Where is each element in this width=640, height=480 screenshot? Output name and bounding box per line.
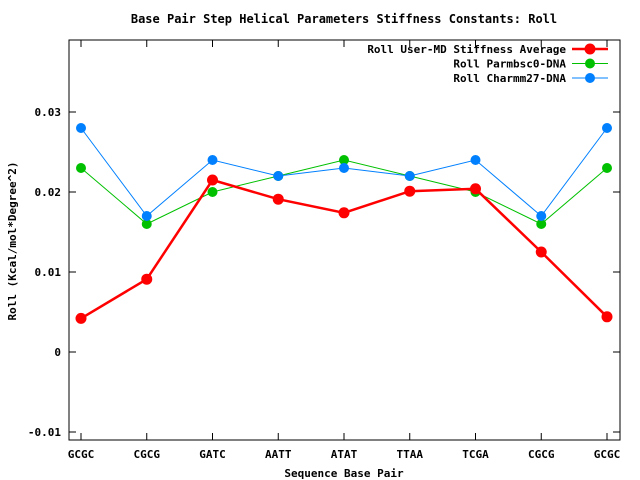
x-tick-label: GATC	[199, 448, 226, 461]
data-point	[207, 187, 218, 197]
data-point	[602, 123, 612, 133]
y-tick-label: 0	[54, 346, 61, 359]
data-point	[339, 155, 349, 165]
data-point	[536, 211, 547, 221]
data-point	[76, 123, 86, 133]
data-point	[141, 211, 152, 221]
data-point	[207, 155, 218, 165]
x-tick-label: AATT	[265, 448, 292, 461]
series-line	[80, 178, 608, 320]
x-tick-label: TTAA	[397, 448, 424, 461]
x-tick-label: GCGC	[68, 448, 95, 461]
legend-swatch-marker	[584, 43, 596, 55]
data-point	[601, 311, 613, 323]
legend-label: Roll Parmbsc0-DNA	[453, 58, 566, 71]
x-tick-label: CGCG	[134, 448, 161, 461]
series-2	[76, 123, 612, 221]
y-tick-label: 0.02	[35, 186, 62, 199]
data-point	[535, 246, 547, 258]
legend-swatch-marker	[585, 58, 595, 69]
legend-swatch-marker	[585, 73, 595, 83]
legend-label: Roll Charmm27-DNA	[453, 72, 566, 85]
y-tick-label: -0.01	[28, 426, 61, 439]
y-axis-ticks: -0.01 0 0.01 0.02 0.03	[28, 106, 620, 439]
data-point	[75, 312, 87, 324]
data-point	[470, 155, 481, 165]
legend-label: Roll User-MD Stiffness Average	[367, 43, 566, 56]
data-point	[141, 219, 152, 229]
data-point	[404, 185, 416, 197]
data-point	[76, 163, 86, 173]
y-tick-label: 0.01	[35, 266, 62, 279]
data-point	[602, 163, 612, 173]
y-tick-label: 0.03	[35, 106, 62, 119]
series-0	[75, 174, 613, 324]
data-point	[272, 193, 284, 205]
x-tick-label: ATAT	[331, 448, 358, 461]
series-layer	[75, 123, 613, 324]
data-point	[207, 174, 218, 186]
data-point	[536, 219, 547, 229]
plot-frame	[68, 39, 621, 441]
x-tick-label: TCGA	[462, 448, 489, 461]
chart-title: Base Pair Step Helical Parameters Stiffn…	[131, 12, 557, 26]
x-tick-label: CGCG	[528, 448, 555, 461]
data-point	[141, 273, 153, 285]
x-axis-label: Sequence Base Pair	[284, 467, 404, 480]
legend: Roll User-MD Stiffness Average Roll Parmb…	[367, 43, 608, 85]
data-point	[273, 171, 284, 181]
data-point	[338, 207, 350, 219]
data-point	[339, 163, 349, 173]
x-axis-ticks: GCGC CGCG GATC AATT ATAT TTAA TCGA CGCG GCGC	[68, 40, 621, 461]
data-point	[470, 183, 481, 195]
y-axis-label: Roll (Kcal/mol*Degree^2)	[6, 162, 19, 321]
x-tick-label: GCGC	[594, 448, 621, 461]
data-point	[404, 171, 415, 181]
